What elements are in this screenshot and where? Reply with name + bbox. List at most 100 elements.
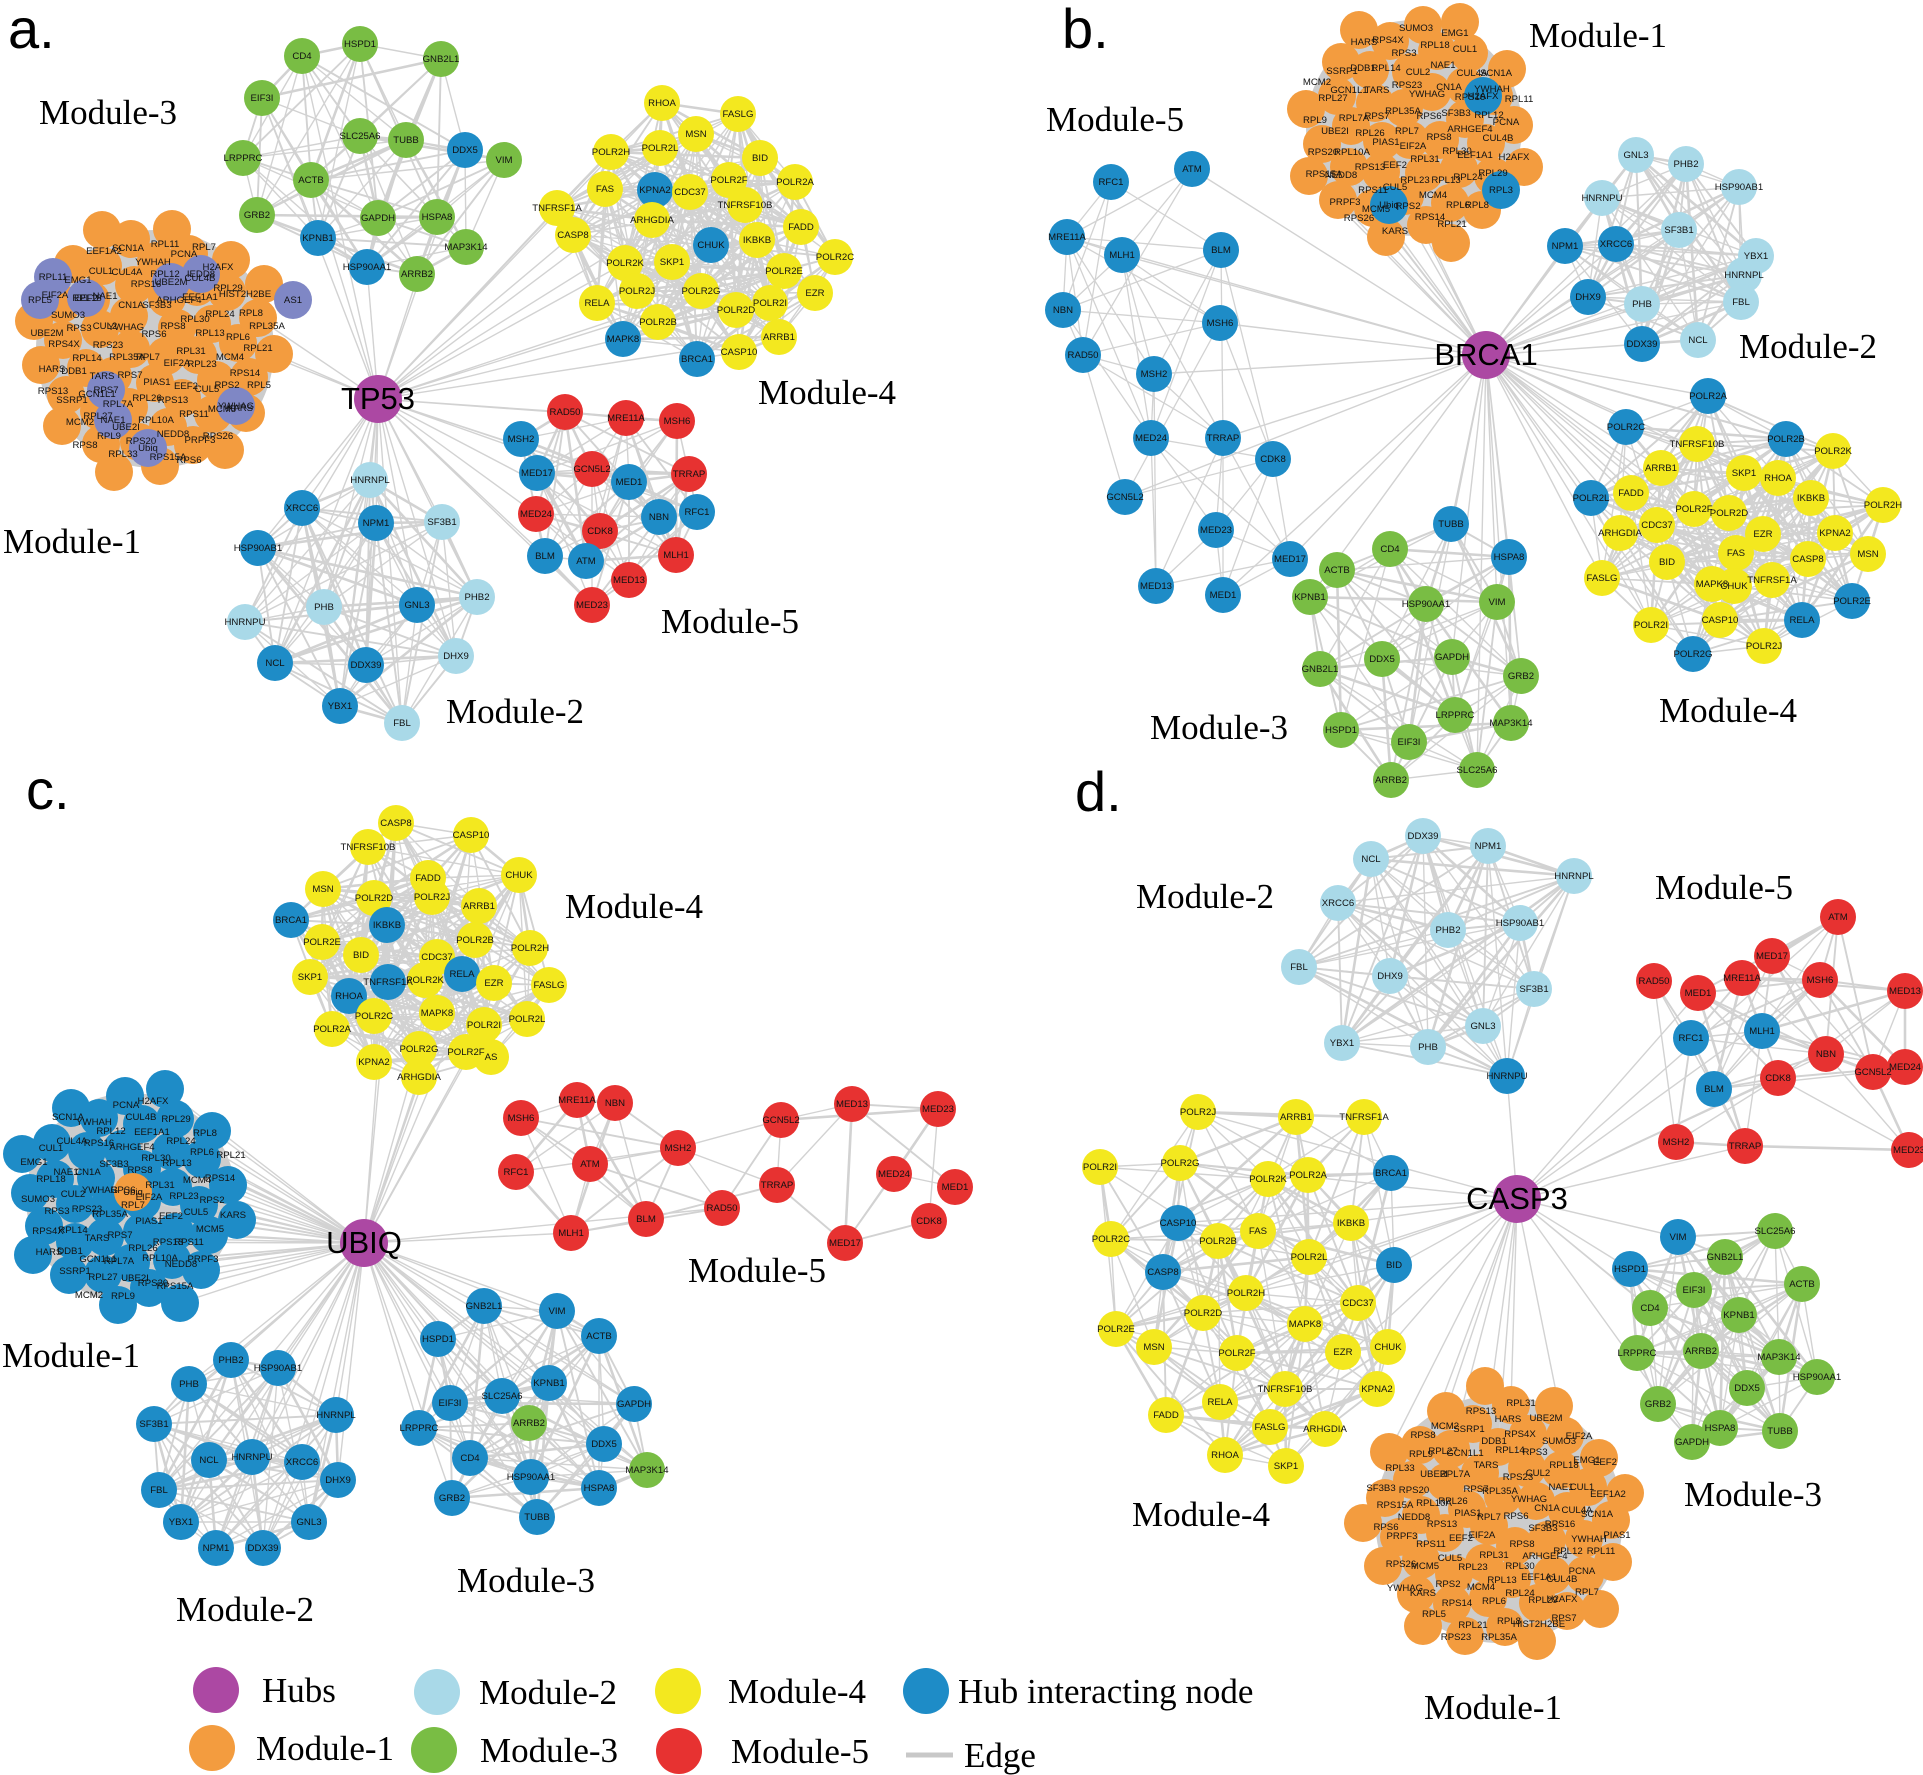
svg-text:MED1: MED1	[616, 477, 643, 488]
svg-text:PHB2: PHB2	[464, 592, 489, 603]
svg-text:BLM: BLM	[1704, 1084, 1724, 1095]
svg-text:HNRNPL: HNRNPL	[1724, 270, 1764, 281]
svg-text:FADD: FADD	[1618, 488, 1644, 499]
svg-text:POLR2B: POLR2B	[639, 317, 677, 328]
svg-text:Edge: Edge	[964, 1736, 1036, 1775]
svg-text:RPL14: RPL14	[1495, 1445, 1525, 1456]
svg-text:ACTB: ACTB	[1324, 565, 1350, 576]
svg-text:SF3B1: SF3B1	[139, 1419, 168, 1430]
svg-text:RPL21: RPL21	[216, 1150, 245, 1161]
svg-text:MED24: MED24	[878, 1169, 911, 1180]
svg-text:BID: BID	[1659, 557, 1675, 568]
svg-text:POLR2L: POLR2L	[1291, 1252, 1328, 1263]
svg-text:RELA: RELA	[1789, 615, 1815, 626]
svg-text:MCM4: MCM4	[183, 1175, 212, 1186]
svg-text:ARHGDIA: ARHGDIA	[1303, 1424, 1347, 1435]
svg-text:RPL9: RPL9	[111, 1291, 135, 1302]
svg-text:SCN1A: SCN1A	[1581, 1509, 1614, 1520]
svg-text:Module-3: Module-3	[457, 1561, 595, 1600]
svg-text:Module-3: Module-3	[39, 93, 177, 132]
svg-text:PIAS1: PIAS1	[1454, 1508, 1481, 1519]
svg-text:EZR: EZR	[484, 978, 503, 989]
svg-text:CD4: CD4	[1640, 1303, 1660, 1314]
svg-text:RPS8: RPS8	[127, 1165, 152, 1176]
svg-text:IKBKB: IKBKB	[1797, 493, 1825, 504]
svg-text:CUL4B: CUL4B	[1547, 1574, 1578, 1585]
svg-text:MCM5: MCM5	[208, 404, 236, 415]
svg-text:ATM: ATM	[1182, 164, 1202, 175]
svg-text:RPL11: RPL11	[39, 272, 68, 283]
svg-text:HSP90AB1: HSP90AB1	[234, 543, 283, 554]
svg-text:ACTB: ACTB	[298, 175, 324, 186]
svg-text:b.: b.	[1062, 0, 1109, 60]
svg-text:H2AFX: H2AFX	[1547, 1594, 1579, 1605]
svg-text:ARRB2: ARRB2	[1375, 775, 1407, 786]
svg-text:HNRNPL: HNRNPL	[350, 475, 390, 486]
svg-text:RPL27: RPL27	[88, 1272, 117, 1283]
svg-text:CDK8: CDK8	[1765, 1073, 1791, 1084]
svg-text:KPNA2: KPNA2	[1819, 528, 1850, 539]
svg-text:RHOA: RHOA	[648, 98, 676, 109]
svg-text:HSP90AA1: HSP90AA1	[343, 262, 392, 273]
svg-text:KARS: KARS	[1382, 226, 1408, 237]
svg-text:RPL7: RPL7	[136, 352, 160, 363]
svg-text:SUMO3: SUMO3	[21, 1194, 55, 1205]
svg-text:EIF2A: EIF2A	[42, 290, 69, 301]
svg-text:RPS26: RPS26	[1344, 213, 1374, 224]
svg-text:UBE2M: UBE2M	[30, 328, 63, 339]
svg-text:LRPPRC: LRPPRC	[1618, 1348, 1657, 1359]
svg-text:RPS14: RPS14	[205, 1173, 236, 1184]
svg-text:NCL: NCL	[199, 1455, 219, 1466]
svg-text:CUL4B: CUL4B	[1483, 133, 1514, 144]
svg-text:BRCA1: BRCA1	[275, 915, 307, 926]
svg-text:GAPDH: GAPDH	[1435, 652, 1469, 663]
svg-text:POLR2B: POLR2B	[1199, 1236, 1237, 1247]
svg-text:RPS3: RPS3	[1522, 1447, 1547, 1458]
svg-text:YWHAH: YWHAH	[76, 1117, 112, 1128]
svg-text:BID: BID	[1386, 1260, 1402, 1271]
svg-text:Module-4: Module-4	[1659, 691, 1797, 730]
svg-text:RELA: RELA	[584, 298, 610, 309]
svg-text:CUL4A: CUL4A	[1457, 68, 1489, 79]
svg-text:NEDD8: NEDD8	[1398, 1512, 1431, 1523]
svg-text:MCM5: MCM5	[196, 1224, 224, 1235]
svg-text:MSN: MSN	[685, 129, 706, 140]
svg-text:IEDD8: IEDD8	[187, 269, 215, 280]
svg-text:UBE2I: UBE2I	[1420, 1469, 1448, 1480]
svg-text:NAE1: NAE1	[53, 1167, 78, 1178]
svg-text:EIF2A: EIF2A	[1566, 1431, 1593, 1442]
svg-text:FBL: FBL	[150, 1485, 168, 1496]
svg-text:PHB: PHB	[1632, 299, 1652, 310]
svg-text:ARRB1: ARRB1	[1645, 463, 1677, 474]
svg-text:POLR2E: POLR2E	[1833, 596, 1871, 607]
svg-text:RPL35A: RPL35A	[109, 352, 145, 363]
svg-text:EEF1A1: EEF1A1	[182, 292, 218, 303]
svg-text:PIAS1: PIAS1	[1603, 1530, 1630, 1541]
svg-text:RPL18: RPL18	[36, 1174, 65, 1185]
svg-text:MED23: MED23	[1893, 1145, 1923, 1156]
svg-text:XRCC6: XRCC6	[1322, 898, 1355, 909]
svg-text:SF3B3: SF3B3	[1441, 108, 1470, 119]
svg-text:RPL24: RPL24	[166, 1136, 196, 1147]
svg-text:MSH6: MSH6	[664, 416, 691, 427]
svg-text:GNB2L1: GNB2L1	[466, 1301, 503, 1312]
svg-text:KPNA2: KPNA2	[639, 185, 670, 196]
svg-text:DHX9: DHX9	[325, 1475, 351, 1486]
svg-text:TNFRSF10B: TNFRSF10B	[341, 842, 396, 853]
svg-text:CN1A: CN1A	[1436, 82, 1462, 93]
svg-text:RPL24: RPL24	[1505, 1588, 1535, 1599]
svg-text:POLR2G: POLR2G	[400, 1044, 439, 1055]
svg-text:SKP1: SKP1	[1274, 1461, 1299, 1472]
svg-text:NAE1: NAE1	[1430, 60, 1455, 71]
svg-text:RPS11: RPS11	[174, 1237, 204, 1248]
svg-text:ARRB1: ARRB1	[1280, 1112, 1312, 1123]
svg-text:FAS: FAS	[596, 184, 614, 195]
svg-text:POLR2L: POLR2L	[642, 143, 679, 154]
svg-text:TNFRSF1A: TNFRSF1A	[1339, 1112, 1389, 1123]
svg-text:RPS16: RPS16	[1545, 1519, 1575, 1530]
svg-text:RPS26: RPS26	[1386, 1559, 1416, 1570]
svg-text:RPL11: RPL11	[151, 239, 180, 250]
svg-text:Ubiq: Ubiq	[1379, 200, 1399, 211]
svg-text:ARRB2: ARRB2	[513, 1418, 545, 1429]
svg-text:CUL5: CUL5	[1383, 182, 1408, 193]
